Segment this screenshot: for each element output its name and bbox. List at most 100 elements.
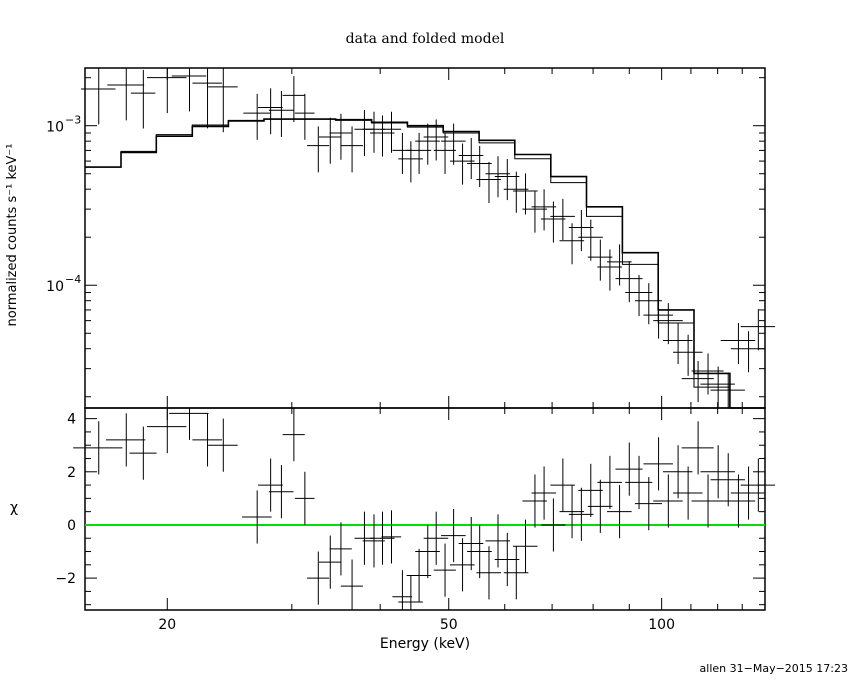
residual-point: [433, 543, 456, 597]
data-point: [171, 68, 207, 112]
data-point: [329, 113, 352, 160]
data-point: [568, 209, 594, 252]
data-point: [294, 93, 315, 140]
residual-point: [740, 458, 776, 512]
data-point: [673, 334, 703, 376]
y-tick-mantissa: 10: [46, 279, 64, 295]
residual-point: [587, 479, 613, 533]
residual-point: [625, 455, 653, 509]
data-point: [578, 219, 603, 261]
data-point: [740, 309, 776, 351]
residual-point: [559, 485, 585, 539]
data-point: [730, 331, 766, 373]
residual-point: [423, 511, 449, 565]
data-point: [268, 91, 294, 137]
residual-point: [476, 546, 502, 600]
residual-point: [242, 490, 272, 544]
data-point: [681, 361, 714, 403]
data-point: [362, 111, 385, 153]
y-tick-mantissa: 10: [46, 120, 64, 136]
data-point: [662, 323, 693, 365]
data-point: [146, 68, 187, 114]
model-step-line-1: [85, 118, 765, 409]
data-point: [531, 189, 557, 231]
data-point: [423, 119, 449, 161]
residual-point: [73, 421, 123, 475]
data-point: [258, 88, 283, 135]
data-point: [634, 283, 663, 325]
residual-point: [362, 514, 385, 568]
data-point: [653, 303, 683, 345]
residual-point: [340, 559, 363, 610]
data-point: [597, 249, 622, 291]
bottom-panel-frame: [84, 407, 766, 611]
data-point: [467, 145, 492, 187]
residual-point: [720, 474, 756, 528]
data-point: [282, 76, 305, 123]
y-tick-label: 10: [46, 120, 64, 136]
data-point: [340, 126, 363, 173]
residual-point: [282, 408, 305, 462]
y-tick-label: 10: [46, 279, 64, 295]
residual-point: [607, 485, 632, 539]
residual-point: [634, 477, 663, 531]
residual-point: [369, 511, 395, 565]
residual-point: [643, 437, 673, 491]
residual-point: [503, 546, 529, 600]
data-point: [392, 132, 413, 174]
top-y-ticks: 10−310−4: [46, 77, 765, 398]
residual-point: [258, 458, 283, 512]
bottom-x-ticks: 20 50 100: [158, 408, 766, 633]
residual-point: [441, 509, 466, 563]
data-point: [550, 198, 575, 240]
model-step-line-2: [85, 118, 765, 409]
residual-point: [169, 408, 209, 440]
data-point: [700, 366, 735, 408]
residual-point: [730, 466, 766, 520]
data-point: [130, 69, 156, 129]
data-point: [476, 161, 502, 204]
data-point: [107, 68, 145, 121]
residual-point: [662, 445, 693, 499]
residual-point: [450, 538, 475, 592]
data-point: [512, 173, 538, 215]
data-point: [406, 132, 432, 174]
y-tick-label: 0: [67, 518, 76, 534]
data-point: [540, 201, 566, 243]
residual-point: [681, 421, 714, 475]
data-point: [243, 93, 271, 140]
residual-point: [406, 548, 432, 603]
residual-point: [307, 551, 330, 605]
residual-point: [146, 408, 187, 454]
y-tick-label: 4: [67, 412, 76, 428]
residual-point: [129, 426, 157, 480]
residual-point: [673, 466, 703, 520]
residual-point: [691, 474, 724, 528]
data-point: [381, 111, 402, 153]
data-point: [319, 117, 342, 164]
x-axis-label: Energy (keV): [380, 636, 470, 652]
data-point: [81, 68, 116, 125]
data-points: [81, 68, 776, 408]
residual-point: [105, 413, 146, 467]
x-tick-label: 20: [158, 617, 176, 633]
residual-point: [392, 570, 413, 610]
data-point: [559, 223, 585, 265]
y-tick-label: −2: [55, 571, 76, 587]
residual-point: [615, 442, 643, 496]
top-panel-frame: [84, 67, 766, 409]
x-tick-label: 50: [440, 617, 458, 633]
data-point: [494, 159, 520, 201]
data-point: [522, 191, 547, 233]
data-point: [625, 274, 653, 317]
data-point: [369, 115, 395, 157]
data-point: [607, 244, 632, 286]
residual-point: [268, 465, 294, 519]
top-panel: 10−310−4 normalized counts s⁻¹ keV⁻¹: [5, 67, 776, 409]
bottom-panel: 20 50 100 420−2 χ Energy (keV): [10, 407, 776, 652]
data-point: [720, 323, 756, 365]
data-point: [450, 143, 475, 185]
data-point: [208, 68, 238, 133]
residual-point: [329, 522, 352, 576]
